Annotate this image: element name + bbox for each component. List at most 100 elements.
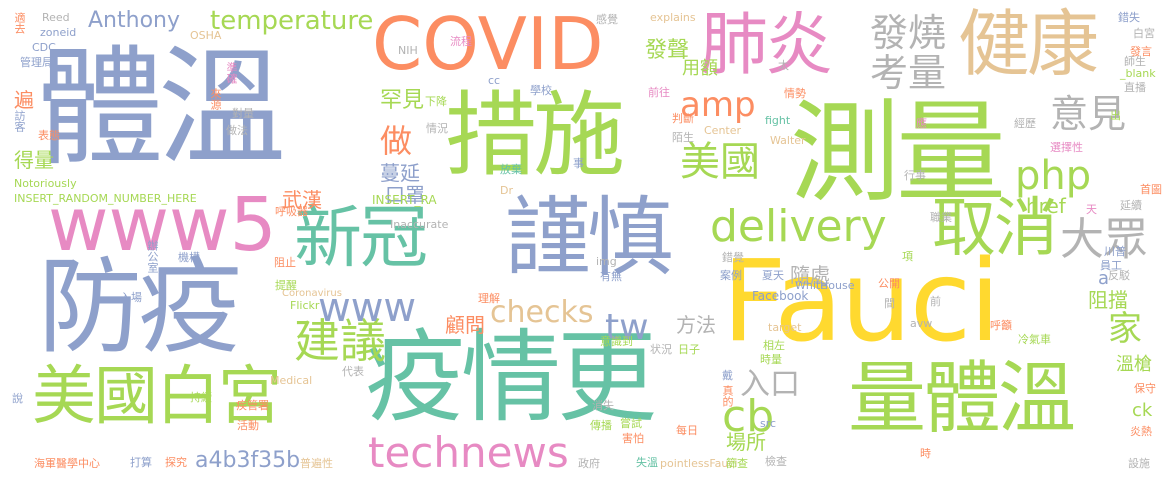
word: 每日 bbox=[676, 424, 698, 437]
word: 罕見 bbox=[380, 88, 425, 113]
word: 機構 bbox=[178, 251, 200, 264]
word: 害怕 bbox=[622, 432, 644, 445]
word: 阻止 bbox=[274, 256, 296, 269]
word: House bbox=[820, 279, 855, 292]
word: www bbox=[318, 285, 417, 331]
word: 状況 bbox=[650, 343, 672, 356]
word: 太 bbox=[778, 59, 789, 72]
word: Coronavirus bbox=[282, 288, 342, 299]
word: 入口 bbox=[740, 367, 800, 402]
word: 蔓延 bbox=[380, 161, 420, 185]
word: 新冠 bbox=[294, 199, 428, 278]
word: 溫槍 bbox=[1116, 354, 1152, 375]
word: 篩查 bbox=[726, 457, 748, 470]
word: href bbox=[1026, 194, 1066, 218]
word: 事 bbox=[573, 157, 584, 170]
word: checks bbox=[490, 295, 594, 330]
word: 檢查 bbox=[765, 455, 787, 468]
word: www5 bbox=[48, 182, 277, 268]
word: NIH bbox=[398, 44, 418, 57]
word: 意見 bbox=[1050, 92, 1127, 136]
word: 天 bbox=[1086, 203, 1097, 216]
word: 陌生 bbox=[672, 131, 694, 144]
word: Inaccurate bbox=[390, 218, 449, 231]
word: 探究 bbox=[165, 456, 187, 469]
word: fight bbox=[765, 114, 791, 127]
word: 傳播 bbox=[590, 419, 612, 432]
word: 肺炎 bbox=[700, 6, 833, 85]
word: amp bbox=[680, 85, 756, 125]
word: Dr bbox=[500, 184, 513, 197]
word: Facebook bbox=[752, 289, 809, 303]
word: 普遍性 bbox=[300, 457, 333, 470]
word: technews bbox=[368, 428, 569, 477]
word: 來源 bbox=[209, 88, 222, 110]
word: 發聲 bbox=[645, 38, 690, 63]
word: 美國 bbox=[680, 139, 760, 185]
word: 體溫 bbox=[36, 34, 286, 183]
word: php bbox=[1015, 153, 1092, 199]
word: Flickr bbox=[290, 299, 320, 312]
word: 美國白宮 bbox=[32, 360, 282, 434]
word: 時量 bbox=[760, 353, 782, 366]
word: ck bbox=[1132, 400, 1153, 421]
word: 意識到 bbox=[600, 335, 633, 348]
word: INSERT_RA bbox=[372, 193, 437, 207]
word: 考量 bbox=[870, 51, 947, 95]
word: a bbox=[1098, 268, 1110, 289]
word: 武漢 bbox=[282, 188, 322, 212]
word: cc bbox=[488, 74, 501, 87]
word: a4b3f35b bbox=[195, 448, 301, 473]
word: 準確 bbox=[225, 62, 238, 84]
word: 做 bbox=[380, 122, 413, 160]
word: 白宮 bbox=[1133, 27, 1155, 40]
word: 健康 bbox=[958, 2, 1099, 86]
word: _blank bbox=[1120, 67, 1156, 80]
word: explains bbox=[650, 11, 696, 24]
word: 活動 bbox=[237, 419, 259, 432]
word: 海軍醫學中心 bbox=[34, 457, 100, 470]
word: 情況 bbox=[426, 122, 448, 135]
word: COVID bbox=[372, 2, 604, 86]
word: src bbox=[760, 417, 777, 430]
word: 反駁 bbox=[1108, 269, 1130, 282]
word: Anthony bbox=[88, 8, 180, 33]
word: Medical bbox=[270, 374, 313, 387]
word: OSHA bbox=[190, 29, 222, 42]
word: 場所 bbox=[726, 430, 766, 454]
word: 公開 bbox=[878, 277, 900, 290]
word: Notoriously bbox=[14, 177, 77, 190]
word: 前 bbox=[930, 295, 941, 308]
word: 保守 bbox=[1134, 382, 1156, 395]
word: 方法 bbox=[676, 313, 716, 337]
word: 入場 bbox=[120, 291, 142, 304]
word: White bbox=[795, 279, 827, 292]
word: 出 bbox=[1110, 109, 1121, 122]
word: 口罩 bbox=[385, 183, 425, 207]
word: 間 bbox=[884, 297, 895, 310]
word: avw bbox=[910, 317, 933, 330]
word: 直播 bbox=[1124, 81, 1146, 94]
word: 行事 bbox=[904, 169, 926, 182]
word: 選擇性 bbox=[1050, 141, 1083, 154]
word: n bbox=[744, 146, 756, 167]
word: 管理局 bbox=[20, 56, 53, 69]
word: 真的 bbox=[721, 385, 734, 407]
word: 應 bbox=[916, 117, 927, 130]
word: 代表 bbox=[342, 365, 364, 378]
word: 時 bbox=[920, 447, 931, 460]
word: Fauci bbox=[722, 237, 1000, 367]
word: 前往 bbox=[648, 86, 670, 99]
word: 川普 bbox=[1104, 245, 1126, 258]
word: pointlessFauci bbox=[660, 457, 738, 470]
word: INSERT_RANDOM_NUMBER_HERE bbox=[14, 192, 197, 205]
word: 遍 bbox=[14, 88, 34, 112]
word: 消失 bbox=[592, 399, 614, 412]
word: 發燒 bbox=[870, 11, 947, 55]
word: 炎熱 bbox=[1130, 425, 1152, 438]
word: 防疫 bbox=[38, 246, 242, 368]
word: 得量 bbox=[14, 148, 54, 172]
word: 師生 bbox=[1124, 55, 1146, 68]
word: 疫情更 bbox=[365, 319, 657, 436]
word: 說 bbox=[12, 392, 23, 405]
